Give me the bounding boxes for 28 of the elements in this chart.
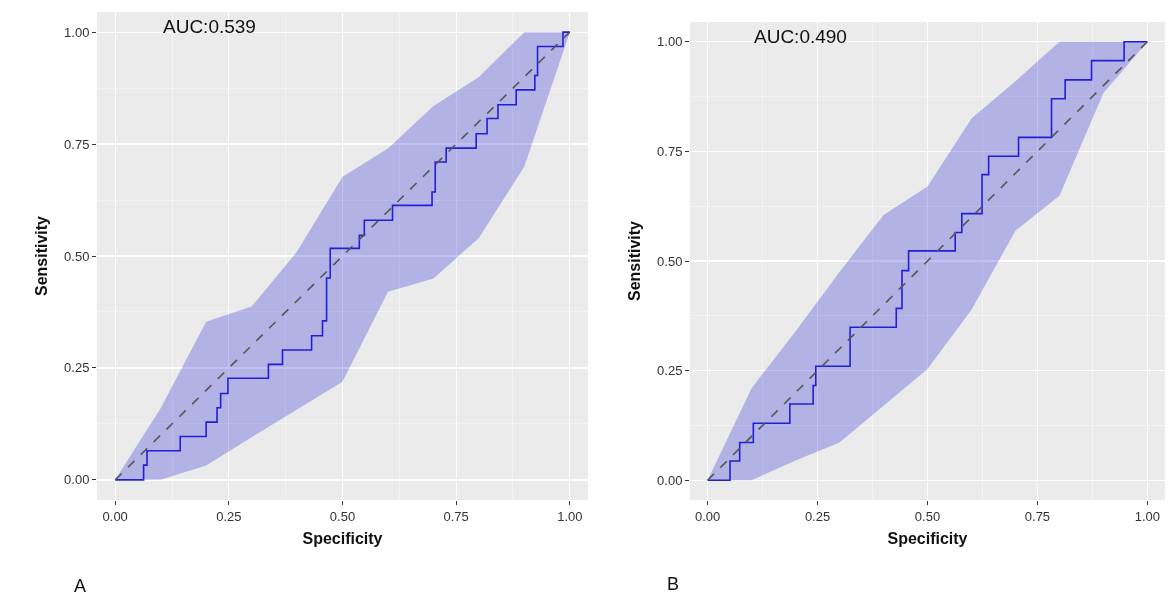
text: B [667,574,680,594]
x-tick-label: 0.75 [1024,508,1051,524]
y-axis-title: Sensitivity [32,215,50,297]
annotation: AUC:0.539 [163,16,256,37]
y-tick-label: 0.00 [657,472,683,488]
x-tick-label: 1.00 [1134,508,1161,524]
x-axis-title: Specificity [302,530,383,548]
text: A [74,576,87,596]
x-tick-label: 0.00 [102,508,128,524]
y-tick-label: 1.00 [64,24,90,40]
x-tick-label: 0.25 [804,508,831,524]
annotation: AUC:0.490 [754,26,847,47]
y-tick-label: 0.75 [657,143,683,159]
x-tick-label: 0.75 [443,508,469,524]
y-tick-label: 0.75 [64,136,90,152]
y-tick-label: 0.50 [64,248,90,264]
y-tick-label: 1.00 [657,34,683,50]
x-tick-label: 1.00 [557,508,583,524]
y-tick-label: 0.25 [657,363,683,379]
x-tick-label: 0.50 [914,508,941,524]
y-tick-label: 0.00 [64,472,90,488]
x-tick-label: 0.25 [216,508,242,524]
y-tick-label: 0.50 [657,253,683,269]
y-axis-title: Sensitivity [625,220,643,302]
x-tick-label: 0.50 [329,508,356,524]
x-tick-label: 0.00 [694,508,721,524]
y-tick-label: 0.25 [64,360,90,376]
x-axis-title: Specificity [887,530,968,548]
